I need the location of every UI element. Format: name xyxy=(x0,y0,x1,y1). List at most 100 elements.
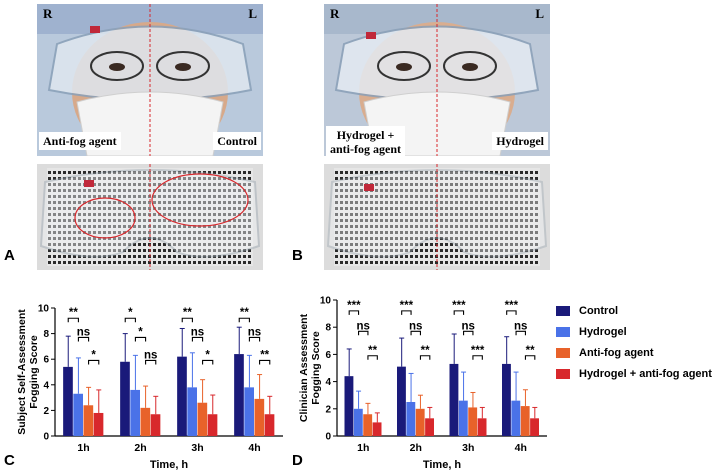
bar xyxy=(264,414,275,436)
side-letter-r: R xyxy=(43,6,53,21)
significance-bracket xyxy=(463,330,474,336)
significance-bracket xyxy=(367,355,378,360)
bar xyxy=(530,418,539,436)
significance-bracket xyxy=(453,310,465,315)
bar xyxy=(83,405,94,436)
x-tick-label: 3h xyxy=(191,442,203,454)
bar xyxy=(353,408,363,436)
significance-bracket xyxy=(410,330,421,336)
y-tick-label: 10 xyxy=(320,296,332,307)
panel-letter-c: C xyxy=(4,452,15,469)
significance-bracket xyxy=(181,317,193,323)
goggles-right-illustration xyxy=(324,164,550,270)
y-tick-label: 0 xyxy=(325,432,331,443)
significance-label: * xyxy=(205,349,210,361)
significance-label: ** xyxy=(183,307,192,319)
legend-item-control: Control xyxy=(556,300,712,321)
significance-label: ** xyxy=(260,349,269,361)
significance-label: *** xyxy=(347,300,361,312)
significance-bracket xyxy=(134,336,147,342)
bar xyxy=(234,354,244,436)
significance-bracket xyxy=(472,355,483,360)
bar xyxy=(197,402,208,436)
y-tick-label: 8 xyxy=(325,323,331,334)
significance-label: ** xyxy=(526,345,535,357)
y-tick-label: 6 xyxy=(43,355,49,366)
significance-label: ** xyxy=(69,307,78,319)
y-tick-label: 0 xyxy=(43,432,49,443)
legend-swatch xyxy=(556,326,570,337)
bar xyxy=(120,361,130,436)
bar xyxy=(254,398,265,436)
photo-face-left: R L Anti-fog agent Control xyxy=(37,4,263,156)
y-tick-label: 4 xyxy=(43,380,49,391)
legend-item-hydrogel-anti-fog-agent: Hydrogel + anti-fog agent xyxy=(556,363,712,384)
panel-letter-a: A xyxy=(4,247,15,264)
bar xyxy=(449,363,459,436)
photo-face-right: R L Hydrogel + anti-fog agent Hydrogel xyxy=(324,4,550,156)
bar xyxy=(63,366,73,436)
significance-bracket xyxy=(88,359,100,365)
bar xyxy=(207,414,218,436)
bar xyxy=(344,376,354,436)
bar xyxy=(425,418,434,436)
label-anti-fog-agent: Anti-fog agent xyxy=(39,132,121,150)
bar xyxy=(415,408,425,436)
y-tick-label: 8 xyxy=(43,329,49,340)
significance-bracket xyxy=(145,359,157,365)
chart-clinician-assessment: 0 2 4 6 8 10 Clinician AssessmentFogging Score… xyxy=(298,296,547,471)
y-tick-label: 10 xyxy=(38,304,50,315)
legend-label: Hydrogel + anti-fog agent xyxy=(579,367,712,380)
bar xyxy=(397,366,406,436)
significance-bracket xyxy=(238,317,250,323)
significance-bracket xyxy=(202,359,214,365)
bar xyxy=(244,387,254,436)
significance-label: ns xyxy=(248,326,261,338)
panel-letter-d: D xyxy=(292,452,303,469)
significance-bracket xyxy=(191,336,204,342)
significance-label: * xyxy=(128,307,133,319)
significance-label: ns xyxy=(357,320,370,332)
legend-swatch xyxy=(556,347,570,358)
bar xyxy=(187,387,197,436)
x-axis-label: Time, h xyxy=(150,459,189,471)
significance-label: *** xyxy=(400,300,414,312)
panel-letter-b: B xyxy=(292,247,303,264)
significance-bracket xyxy=(248,336,261,342)
significance-label: *** xyxy=(452,300,466,312)
y-tick-label: 2 xyxy=(325,404,331,415)
significance-bracket xyxy=(515,330,526,336)
x-tick-label: 4h xyxy=(515,442,527,454)
bar xyxy=(406,402,416,436)
bar xyxy=(502,363,511,436)
significance-bracket xyxy=(124,317,136,323)
photo-goggles-right xyxy=(324,164,550,270)
significance-bracket xyxy=(419,355,431,360)
legend-label: Anti-fog agent xyxy=(579,346,654,359)
significance-bracket xyxy=(401,310,412,315)
bar xyxy=(477,418,487,436)
significance-label: ns xyxy=(77,326,90,338)
bar xyxy=(468,407,478,436)
legend-swatch xyxy=(556,305,570,316)
x-tick-label: 2h xyxy=(410,442,422,454)
significance-label: ns xyxy=(191,326,204,338)
significance-label: * xyxy=(91,349,96,361)
legend-label: Control xyxy=(579,304,619,317)
y-tick-label: 2 xyxy=(43,406,49,417)
legend-item-anti-fog-agent: Anti-fog agent xyxy=(556,342,712,363)
y-axis-label: Subject Self-AssessmentFogging Score xyxy=(16,309,40,435)
significance-bracket xyxy=(67,317,79,323)
bar xyxy=(458,400,468,436)
significance-label: ns xyxy=(514,320,527,332)
significance-bracket xyxy=(506,310,517,315)
bar xyxy=(177,356,187,436)
bar xyxy=(93,412,104,436)
x-tick-label: 1h xyxy=(357,442,369,454)
label-hydrogel-anti-fog-agent: Hydrogel + anti-fog agent xyxy=(326,126,405,156)
side-letter-r: R xyxy=(330,6,340,21)
side-letter-l: L xyxy=(248,6,257,21)
significance-label: * xyxy=(138,326,143,338)
significance-label: ns xyxy=(409,320,422,332)
